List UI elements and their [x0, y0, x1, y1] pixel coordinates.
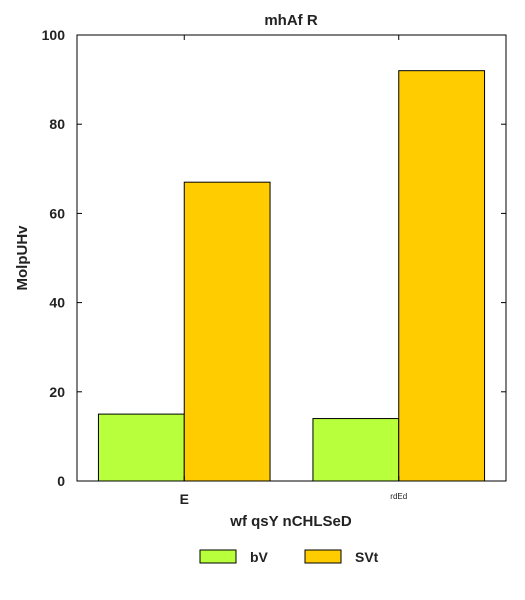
bar-SVt-rdEd	[398, 70, 486, 482]
chart-title: mhAf R	[264, 12, 317, 29]
x-axis-label: wf qsY nCHLSeD	[229, 513, 352, 530]
x-tick-label: rdEd	[390, 492, 407, 501]
bar-bV-E	[97, 413, 185, 482]
bar-SVt-E	[183, 181, 271, 482]
y-tick-label: 20	[49, 384, 65, 400]
legend-swatch-SVt	[304, 549, 342, 564]
plot-frame	[76, 34, 507, 482]
legend-label-bV: bV	[250, 549, 269, 565]
y-tick-label: 100	[42, 27, 66, 43]
y-tick-label: 40	[49, 295, 65, 311]
x-tick-label: E	[180, 491, 189, 507]
legend: bV SVt	[199, 549, 379, 565]
legend-swatch-bV	[199, 549, 237, 564]
bars-group	[97, 70, 486, 482]
bar-bV-rdEd	[312, 418, 400, 482]
y-tick-label: 60	[49, 205, 65, 221]
legend-label-SVt: SVt	[355, 549, 379, 565]
y-axis-label: MolpUHv	[14, 225, 31, 291]
y-tick-label: 80	[49, 116, 65, 132]
y-tick-label: 0	[57, 473, 65, 489]
